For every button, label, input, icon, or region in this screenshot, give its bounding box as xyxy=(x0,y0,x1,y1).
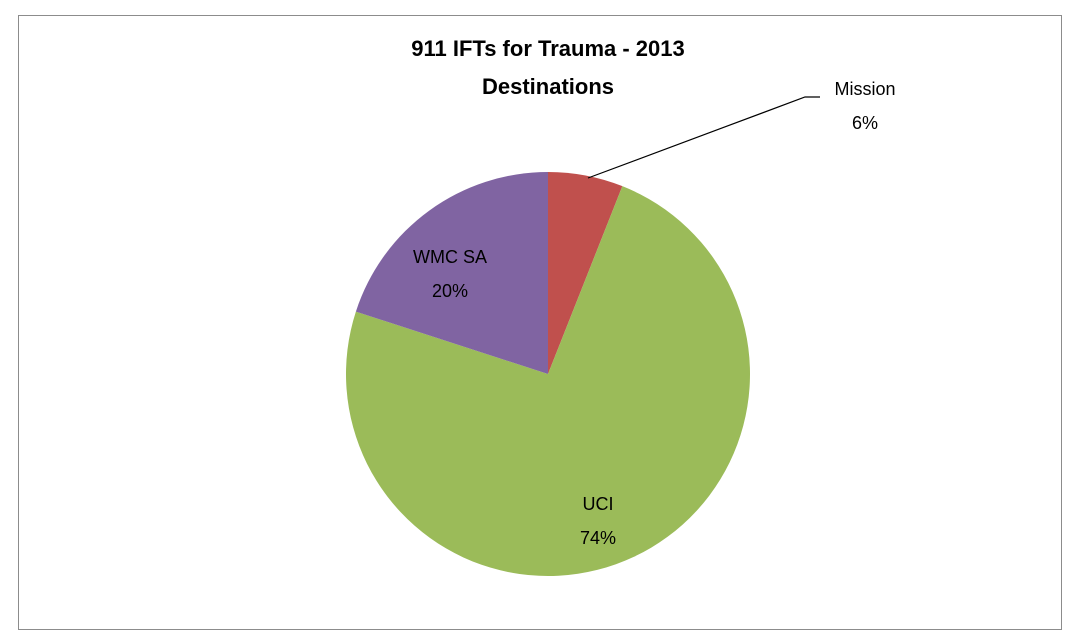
chart-title: 911 IFTs for Trauma - 2013 xyxy=(411,36,685,61)
slice-value-label: 6% xyxy=(852,113,878,133)
slice-label: Mission xyxy=(834,79,895,99)
slice-label: WMC SA xyxy=(413,247,487,267)
slice-label: UCI xyxy=(583,494,614,514)
pie-slice xyxy=(346,186,750,576)
leader-line xyxy=(587,96,820,179)
pie-slice xyxy=(548,172,623,374)
pie xyxy=(346,172,750,576)
slice-value-label: 74% xyxy=(580,528,616,548)
pie-slice xyxy=(355,172,548,374)
slice-value-label: 20% xyxy=(432,281,468,301)
chart-title: Destinations xyxy=(482,74,614,99)
